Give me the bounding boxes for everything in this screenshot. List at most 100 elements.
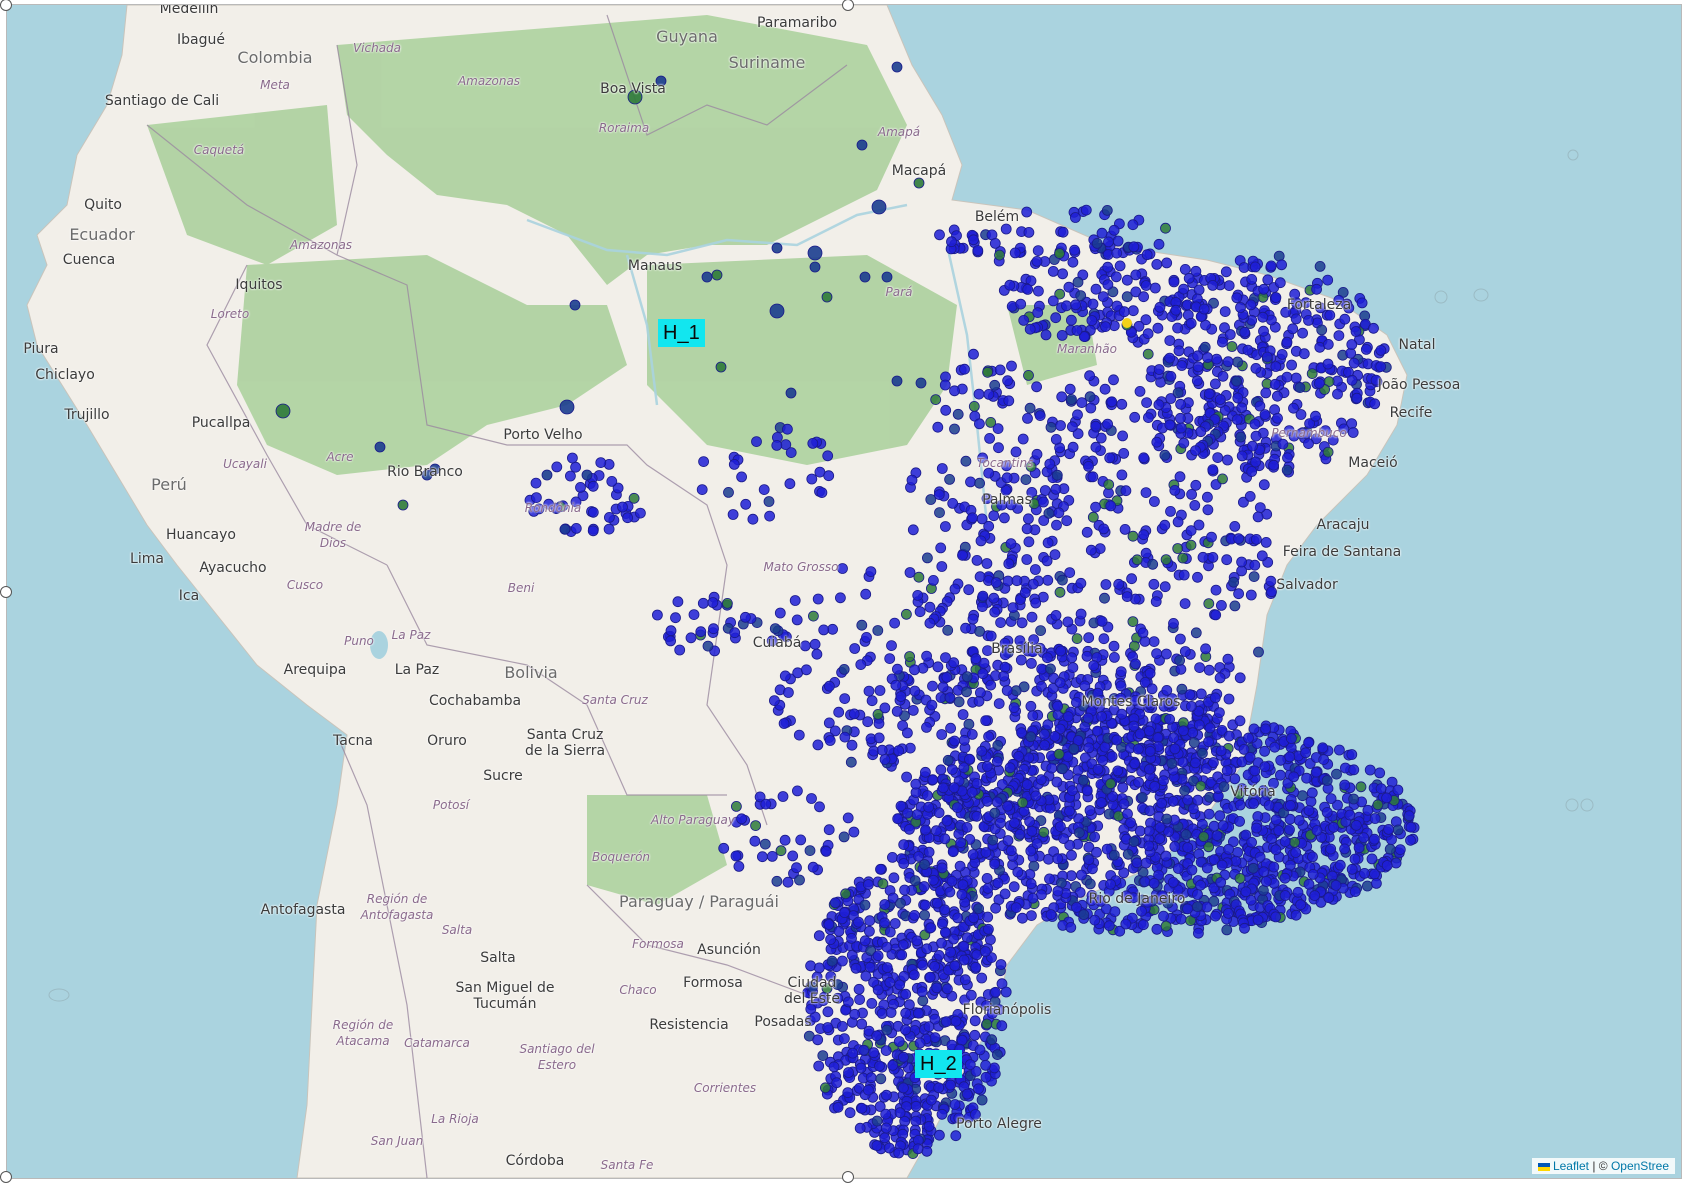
station-marker[interactable] [565,470,576,482]
station-marker[interactable] [1066,314,1077,326]
station-marker[interactable] [813,1060,825,1072]
station-marker[interactable] [1136,905,1147,917]
station-marker[interactable] [987,834,999,846]
station-marker[interactable] [931,897,943,909]
station-marker[interactable] [1101,843,1113,855]
station-marker[interactable] [1190,627,1202,639]
station-marker[interactable] [1102,261,1114,273]
station-marker[interactable] [927,680,938,692]
station-marker[interactable] [1356,297,1368,309]
station-marker[interactable] [930,394,942,406]
station-marker[interactable] [784,478,796,490]
station-marker[interactable] [1131,857,1143,869]
station-marker[interactable] [921,1145,933,1157]
station-marker[interactable] [581,469,593,481]
station-marker[interactable] [1208,854,1220,866]
station-marker[interactable] [954,860,966,872]
station-marker[interactable] [1025,878,1037,890]
station-marker[interactable] [1118,798,1130,810]
station-marker[interactable] [1099,741,1111,753]
station-marker[interactable] [967,512,978,524]
station-marker[interactable] [986,1034,998,1046]
station-marker[interactable] [1252,511,1264,523]
station-marker[interactable] [871,1030,883,1042]
station-marker[interactable] [919,909,930,921]
station-marker[interactable] [1148,578,1160,590]
station-marker[interactable] [855,659,867,670]
station-marker[interactable] [1238,262,1250,273]
station-marker[interactable] [935,692,947,703]
station-marker[interactable] [769,303,785,319]
station-marker[interactable] [1139,876,1151,887]
station-marker[interactable] [893,1036,905,1047]
station-marker[interactable] [1369,813,1381,824]
station-marker[interactable] [821,983,833,994]
station-marker[interactable] [1176,360,1188,371]
station-marker[interactable] [937,782,949,794]
station-marker[interactable] [1183,272,1195,284]
station-marker[interactable] [900,1007,912,1019]
station-marker[interactable] [397,499,409,511]
station-marker[interactable] [968,348,979,360]
station-marker[interactable] [923,801,934,813]
station-marker[interactable] [785,447,797,459]
station-marker[interactable] [1148,877,1160,889]
station-marker[interactable] [1263,800,1275,811]
station-marker[interactable] [1172,543,1184,554]
station-marker[interactable] [897,939,909,951]
station-marker[interactable] [1325,793,1337,804]
station-marker[interactable] [775,845,787,857]
station-marker[interactable] [1220,266,1232,278]
station-marker[interactable] [976,1094,988,1106]
station-marker[interactable] [1200,643,1211,655]
station-marker[interactable] [1092,763,1104,775]
station-marker[interactable] [1210,609,1222,621]
station-marker[interactable] [1067,421,1078,433]
station-marker[interactable] [1151,923,1163,935]
station-marker[interactable] [996,779,1008,790]
station-marker[interactable] [751,436,762,448]
leaflet-link[interactable]: Leaflet [1552,1159,1589,1173]
station-marker[interactable] [1374,767,1386,779]
station-marker[interactable] [1005,538,1017,549]
station-marker[interactable] [1134,385,1146,397]
station-marker[interactable] [1087,511,1099,523]
station-marker[interactable] [1177,756,1189,768]
station-marker[interactable] [884,653,896,664]
station-marker[interactable] [911,935,923,947]
station-marker[interactable] [1311,825,1323,836]
station-marker[interactable] [1121,591,1133,602]
station-marker[interactable] [902,807,913,819]
station-marker[interactable] [805,1003,817,1015]
station-marker[interactable] [1346,863,1358,875]
station-marker[interactable] [947,497,959,509]
station-marker[interactable] [963,718,975,730]
station-marker[interactable] [1358,832,1370,843]
station-marker[interactable] [1064,383,1076,395]
station-marker[interactable] [806,793,817,804]
station-marker[interactable] [822,1006,834,1018]
station-marker[interactable] [887,1060,899,1071]
station-marker[interactable] [898,1082,909,1094]
station-marker[interactable] [1154,822,1166,833]
station-marker[interactable] [1279,872,1291,884]
station-marker[interactable] [1017,433,1029,445]
station-marker[interactable] [856,1103,868,1114]
station-marker[interactable] [1203,841,1214,853]
station-marker[interactable] [1186,488,1197,500]
station-marker[interactable] [823,717,835,729]
station-marker[interactable] [809,638,821,650]
station-marker[interactable] [898,858,910,869]
station-marker[interactable] [1038,826,1050,838]
station-marker[interactable] [1041,555,1053,567]
station-marker[interactable] [1282,452,1293,464]
station-marker[interactable] [980,715,992,726]
station-marker[interactable] [1052,885,1064,897]
station-marker[interactable] [1169,743,1181,755]
station-marker[interactable] [889,617,900,629]
station-marker[interactable] [1232,392,1244,404]
station-marker[interactable] [995,959,1007,970]
station-marker[interactable] [958,954,970,966]
station-marker[interactable] [1231,292,1243,304]
station-marker[interactable] [1212,452,1224,464]
